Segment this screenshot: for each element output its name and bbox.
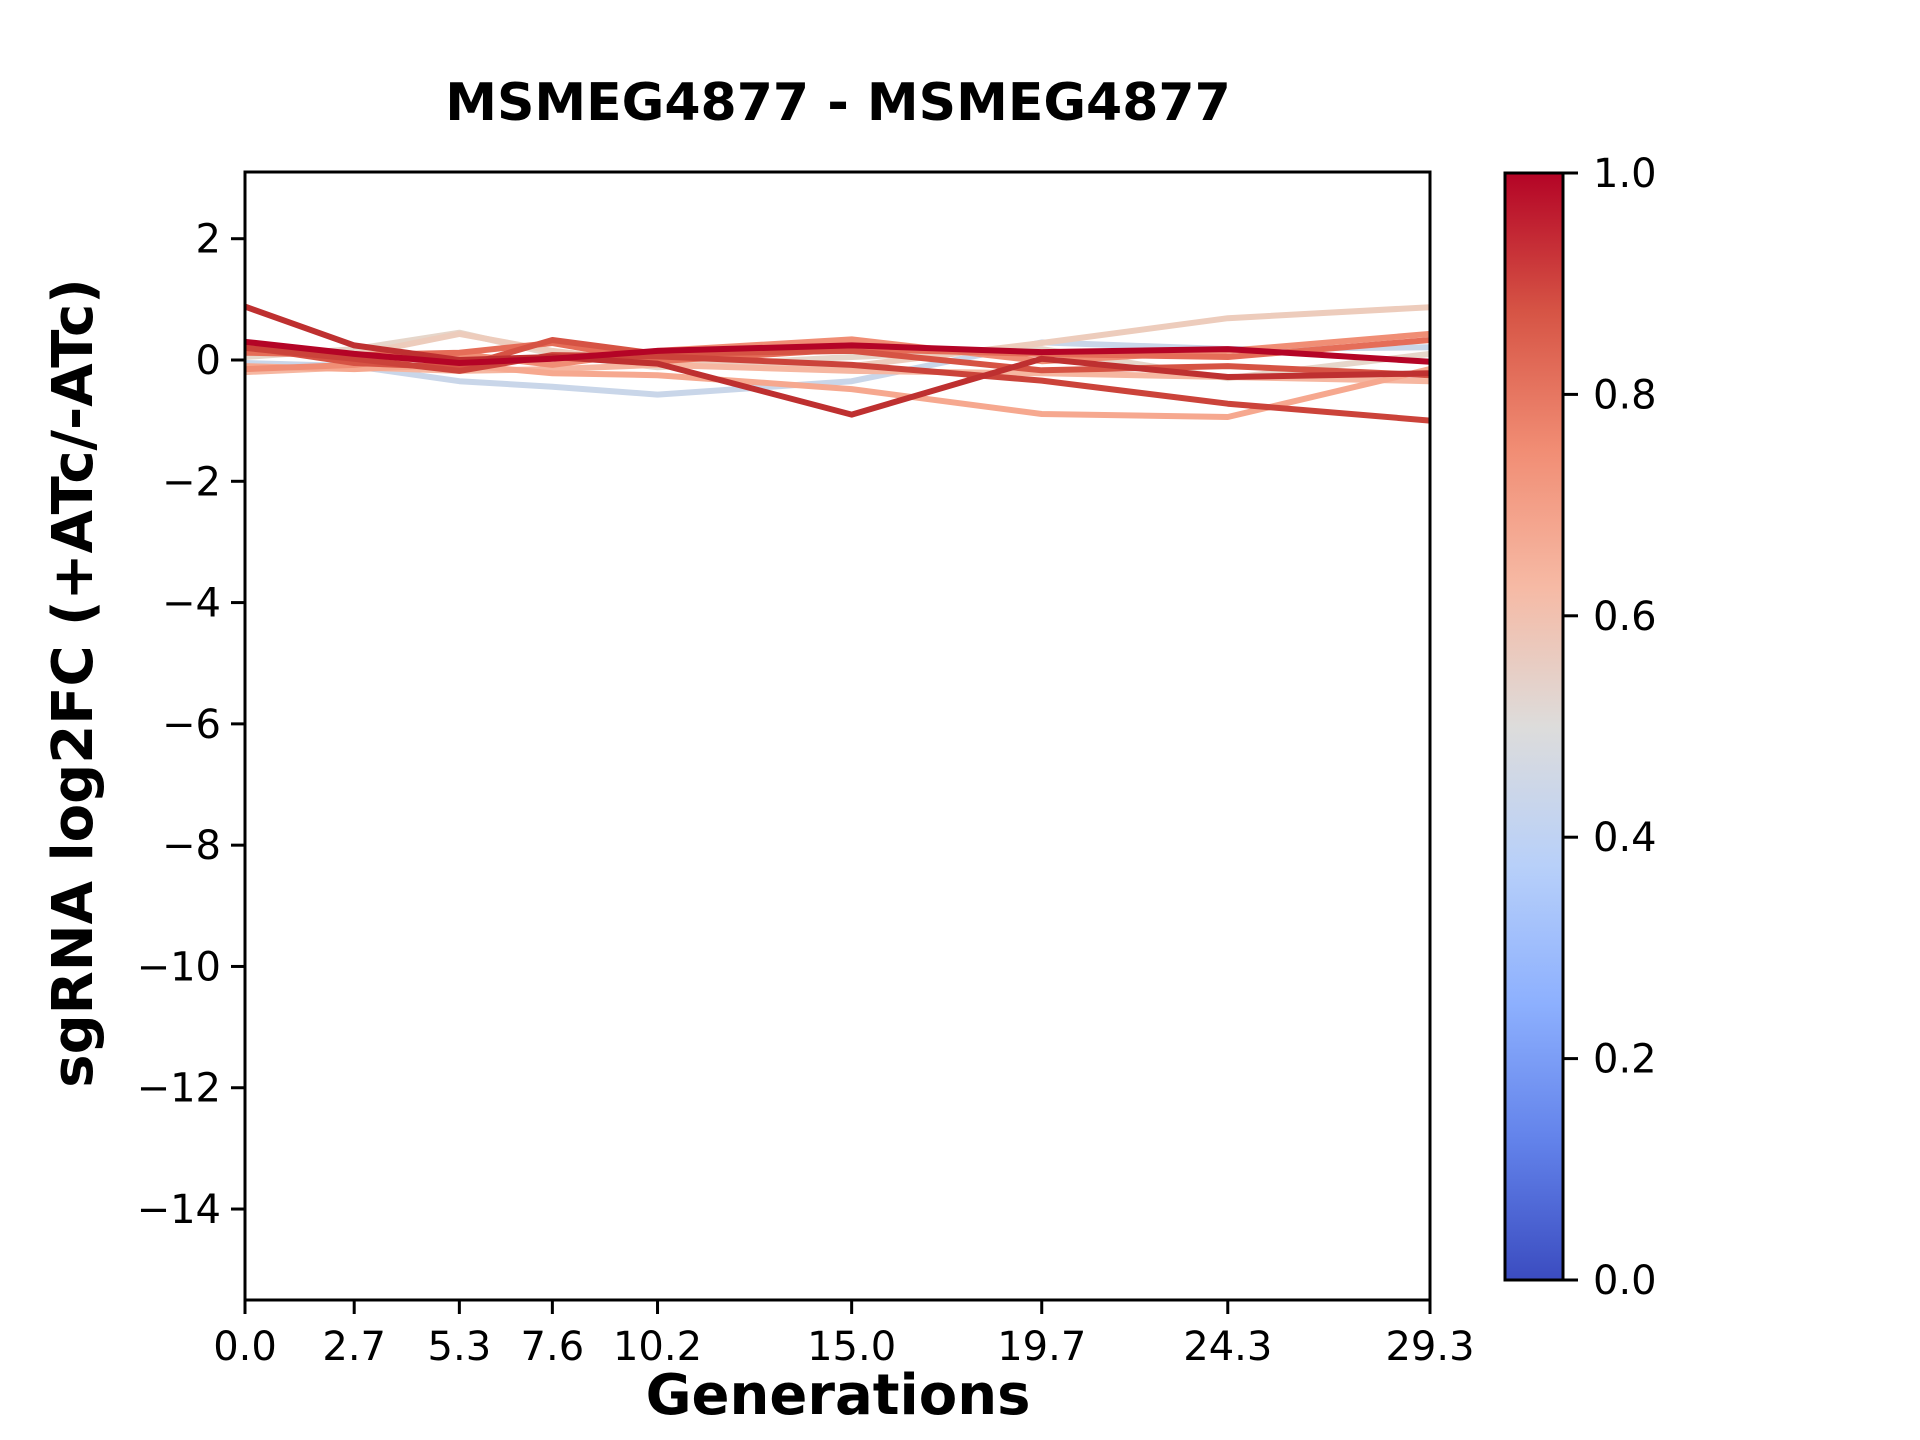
y-tick-label: −2	[162, 459, 221, 505]
colorbar-tick-label: 0.0	[1593, 1258, 1657, 1304]
plot-axes	[243, 170, 1432, 1302]
y-tick-label: 0	[196, 338, 221, 384]
series-line-sgRNA-salmon-dip	[244, 361, 1431, 420]
x-axis-label: Generations	[646, 1363, 1031, 1428]
colorbar-tick-label: 0.8	[1593, 372, 1657, 418]
colorbar	[1503, 171, 1565, 1282]
y-tick-label: −12	[137, 1066, 221, 1112]
y-tick-label: −14	[137, 1187, 221, 1233]
y-tick-label: −6	[162, 702, 221, 748]
x-tick-label: 5.3	[428, 1324, 492, 1370]
x-tick-label: 15.0	[807, 1324, 896, 1370]
y-tick-label: −10	[137, 944, 221, 990]
x-tick-label: 24.3	[1183, 1324, 1272, 1370]
x-tick-label: 2.7	[322, 1324, 386, 1370]
colorbar-tick-label: 0.2	[1593, 1037, 1657, 1083]
x-tick-label: 0.0	[213, 1324, 277, 1370]
x-tick-label: 29.3	[1385, 1324, 1474, 1370]
plot-series	[243, 303, 1431, 424]
colorbar-tick-label: 0.4	[1593, 815, 1657, 861]
x-tick-label: 19.7	[997, 1324, 1086, 1370]
series-line-sgRNA-steep-V	[243, 303, 1431, 418]
y-tick-label: 2	[196, 217, 221, 263]
y-tick-label: −4	[162, 581, 221, 627]
axes-frame	[243, 170, 1432, 1302]
chart-title: MSMEG4877 - MSMEG4877	[445, 73, 1231, 133]
series-line-sgRNA-dark-flat	[244, 338, 1431, 366]
x-axis-ticks: 0.0 2.7 5.3 7.6 10.2 15.0 19.7 24.3 29.3	[213, 1300, 1475, 1370]
colorbar-tick-label: 1.0	[1593, 151, 1657, 197]
colorbar-tick-label: 0.6	[1593, 594, 1657, 640]
x-tick-label: 7.6	[521, 1324, 585, 1370]
y-axis-ticks: 2 0 −2 −4 −6 −8 −10 −12 −14	[137, 217, 245, 1233]
colorbar-ticks: 1.0 0.8 0.6 0.4 0.2 0.0	[1563, 151, 1657, 1304]
y-axis-label: sgRNA log2FC (+ATc/-ATc)	[41, 278, 106, 1088]
y-tick-label: −8	[162, 823, 221, 869]
series-line-sgRNA-long-descent	[244, 344, 1431, 424]
x-tick-label: 10.2	[613, 1324, 702, 1370]
